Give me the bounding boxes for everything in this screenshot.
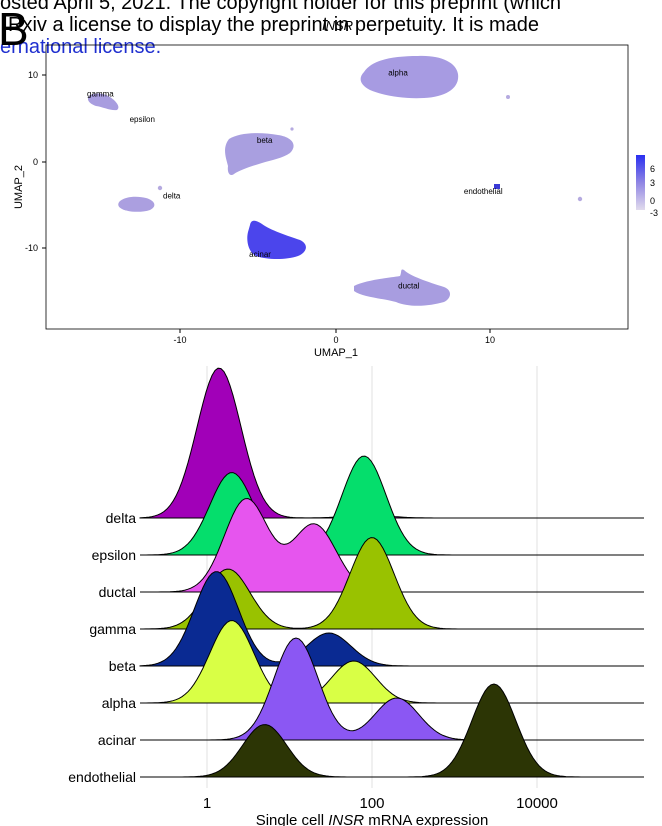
ridge-category-label: beta [109,658,136,674]
umap-title: INSR [322,18,354,33]
colorbar [636,155,645,210]
umap-cluster-label-beta: beta [257,136,273,145]
ridge-alpha [140,620,644,704]
header-line-1: osted April 5, 2021. The copyright holde… [0,0,562,14]
ridge-xtick-label: 1 [203,795,211,812]
ridge-category-label: acinar [98,732,136,748]
ridge-category-label: epsilon [92,547,136,563]
cluster-beta-cells [225,133,294,176]
umap-cluster-label-alpha: alpha [388,69,408,78]
ridge-gamma [140,537,644,630]
cluster-delta-cells [118,196,155,212]
umap-xtick-label: 10 [485,335,495,345]
umap-cluster-label-ductal: ductal [398,281,420,290]
stray-cell [290,127,294,131]
cluster-alpha-cells [360,55,459,99]
colorbar-tick-label: -3 [650,208,658,218]
umap-xlabel: UMAP_1 [314,347,358,359]
cluster-gamma-cells [87,93,119,111]
umap-ytick-label: 0 [33,157,38,167]
umap-cluster-labels: alpha gamma epsilon beta delta endothelial aci… [87,69,503,291]
panel-label: B [0,3,29,55]
stray-cell [577,196,583,202]
ridge-beta [139,571,644,667]
umap-cluster-label-epsilon: epsilon [130,115,155,124]
umap-ylabel: UMAP_2 [13,165,25,209]
umap-cells [87,55,583,306]
umap-cluster-label-endothelial: endothelial [464,187,503,196]
stray-cell [157,185,163,191]
ridgeline-chart: delta epsilon ductal gamma beta alpha acinar en… [68,366,644,826]
ridge-category-label: alpha [102,695,136,711]
ridge-endothelial [140,683,644,778]
cluster-endothelial-cells [494,184,500,189]
umap-ytick-label: 10 [28,70,38,80]
cluster-acinar-cells [247,220,306,259]
header-line-2: Rxiv a license to display the preprint i… [8,14,539,36]
license-link[interactable]: ernational license. [0,36,162,58]
umap-cluster-label-acinar: acinar [249,250,271,259]
ridge-xtick-label: 10000 [516,795,558,812]
umap-plot: -10 0 10 10 0 -10 UMAP_1 UMAP_2 alpha gam… [13,44,658,359]
umap-xtick-label: 0 [333,335,338,345]
ridge-category-label: delta [106,510,137,526]
ridge-category-label: gamma [89,621,136,637]
colorbar-tick-label: 3 [650,178,655,188]
umap-cluster-label-gamma: gamma [87,89,114,98]
ridge-xlabel: Single cell INSR mRNA expression [256,812,489,826]
umap-cluster-label-delta: delta [163,191,181,200]
umap-xtick-label: -10 [173,335,186,345]
cluster-ductal-cells [354,269,450,306]
stray-cell [506,95,510,99]
ridge-category-label: ductal [99,584,136,600]
umap-frame [45,44,629,330]
colorbar-tick-label: 0 [650,196,655,206]
ridge-acinar [140,637,644,741]
umap-ytick-label: -10 [25,243,38,253]
colorbar-tick-label: 6 [650,164,655,174]
ridge-xtick-label: 100 [359,795,384,812]
ridge-category-label: endothelial [68,769,136,785]
